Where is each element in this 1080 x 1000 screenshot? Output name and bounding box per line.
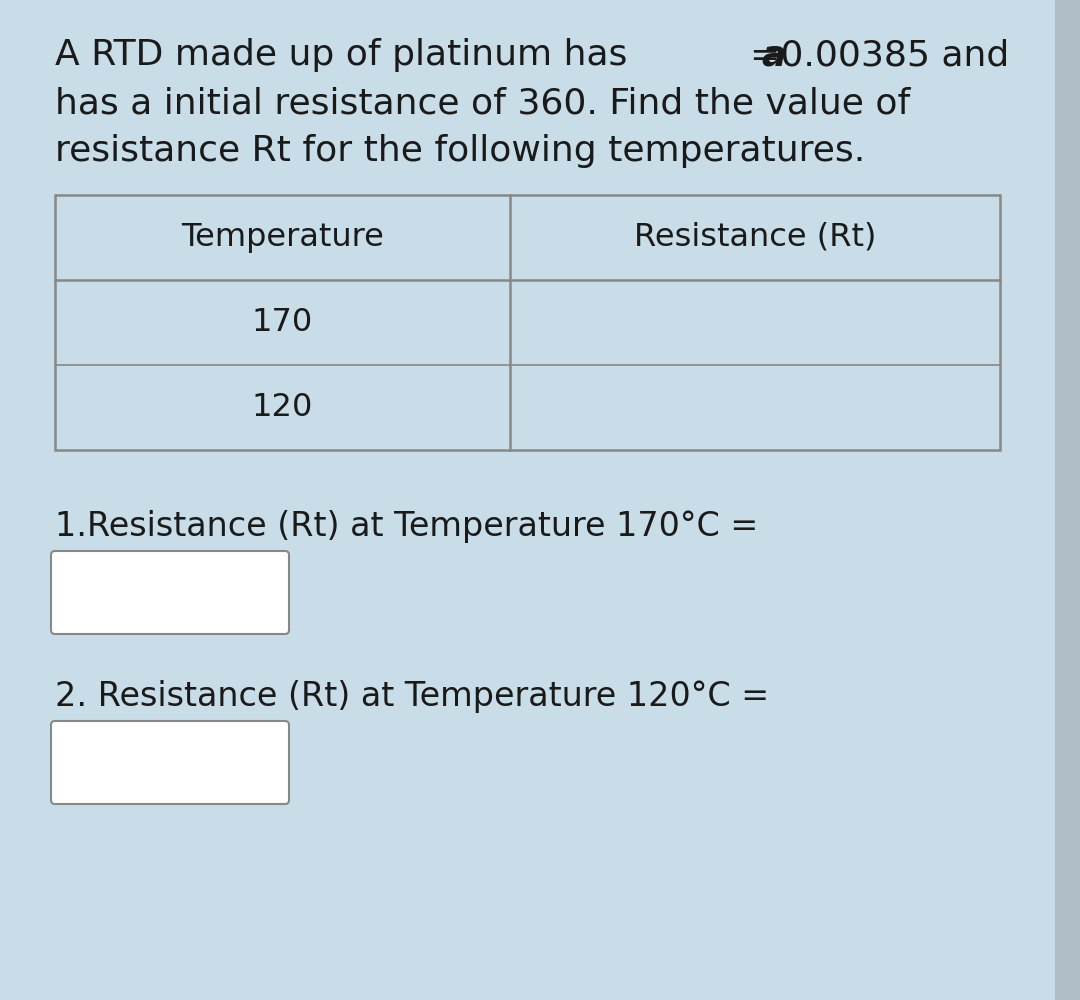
Text: =0.00385 and: =0.00385 and xyxy=(750,38,1009,72)
Text: A RTD made up of platinum has: A RTD made up of platinum has xyxy=(55,38,639,72)
Bar xyxy=(55,195,1000,450)
Text: 170: 170 xyxy=(252,307,313,338)
Text: has a initial resistance of 360. Find the value of: has a initial resistance of 360. Find th… xyxy=(55,86,910,120)
Text: Resistance (Rt): Resistance (Rt) xyxy=(634,222,876,253)
Text: a: a xyxy=(761,38,786,72)
Text: 2. Resistance (Rt) at Temperature 120°C =: 2. Resistance (Rt) at Temperature 120°C … xyxy=(55,680,769,713)
Bar xyxy=(1055,0,1080,1000)
Text: resistance Rt for the following temperatures.: resistance Rt for the following temperat… xyxy=(55,134,865,168)
FancyBboxPatch shape xyxy=(51,551,289,634)
Text: 120: 120 xyxy=(252,392,313,423)
Text: Temperature: Temperature xyxy=(181,222,383,253)
FancyBboxPatch shape xyxy=(51,721,289,804)
Text: 1.Resistance (Rt) at Temperature 170°C =: 1.Resistance (Rt) at Temperature 170°C = xyxy=(55,510,758,543)
